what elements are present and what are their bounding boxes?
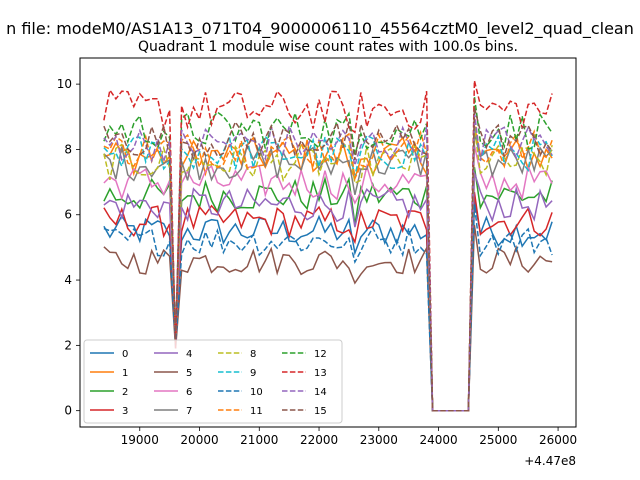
legend-label-12: 12: [314, 349, 327, 360]
x-tick-label: 20000: [180, 433, 218, 447]
x-tick-label: 21000: [240, 433, 278, 447]
legend-label-10: 10: [250, 387, 263, 398]
legend-label-1: 1: [122, 368, 128, 379]
chart-title: Quadrant 1 module wise count rates with …: [138, 39, 518, 55]
legend-label-4: 4: [186, 349, 192, 360]
series-line-10: [103, 204, 553, 412]
legend-label-5: 5: [186, 368, 192, 379]
series-line-15: [103, 107, 553, 412]
x-tick-label: 23000: [360, 433, 398, 447]
y-tick-label: 10: [57, 77, 72, 91]
series-line-12: [103, 96, 553, 412]
x-tick-label: 26000: [539, 433, 577, 447]
x-tick-label: 22000: [300, 433, 338, 447]
y-tick-label: 8: [64, 142, 72, 156]
chart-suptitle: n file: modeM0/AS1A13_071T04_9000006110_…: [6, 19, 634, 39]
axis-ticks: 19000 20000 21000 22000 23000 24000 25000 26000…: [57, 77, 577, 447]
legend-label-2: 2: [122, 387, 128, 398]
y-tick-label: 4: [64, 273, 72, 287]
plot-area: [103, 80, 553, 412]
legend-label-0: 0: [122, 349, 128, 360]
x-tick-label: 25000: [479, 433, 517, 447]
legend-label-7: 7: [186, 406, 192, 417]
legend-label-15: 15: [314, 406, 327, 417]
legend-label-13: 13: [314, 368, 327, 379]
legend-label-3: 3: [122, 406, 128, 417]
series-line-5: [103, 224, 553, 412]
axes-frame: [79, 57, 577, 428]
x-tick-label: 24000: [419, 433, 457, 447]
x-offset-label: +4.47e8: [524, 454, 576, 468]
legend-label-9: 9: [250, 368, 256, 379]
legend-label-11: 11: [250, 406, 263, 417]
legend-label-8: 8: [250, 349, 256, 360]
y-tick-label: 6: [64, 208, 72, 222]
x-tick-label: 19000: [121, 433, 159, 447]
legend-label-6: 6: [186, 387, 192, 398]
legend-label-14: 14: [314, 387, 327, 398]
y-tick-label: 0: [64, 404, 72, 418]
y-tick-label: 2: [64, 338, 72, 352]
legend-box: [83, 339, 343, 424]
